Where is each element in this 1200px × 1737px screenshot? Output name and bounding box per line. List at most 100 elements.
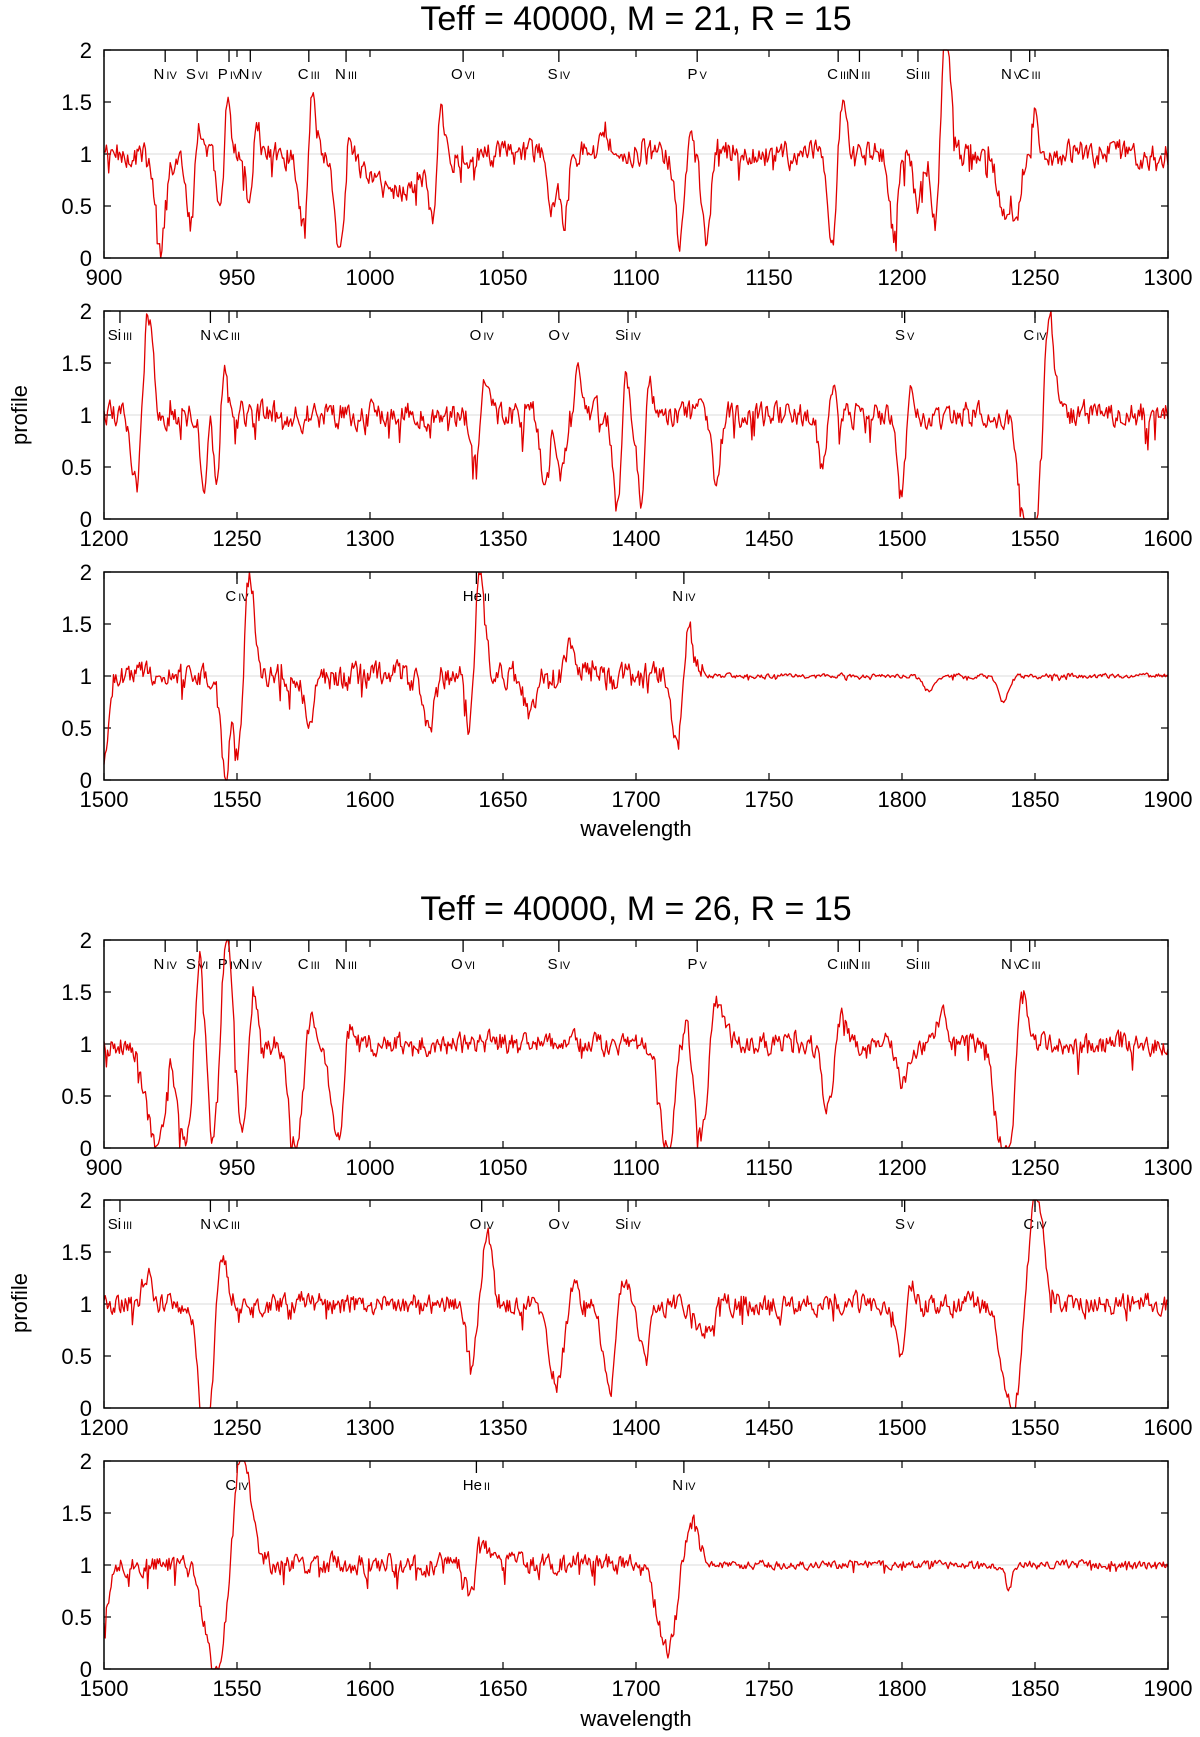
ion-element: Si xyxy=(906,956,919,973)
ion-stage: III xyxy=(861,960,870,972)
line-id-label: C III xyxy=(827,66,849,83)
x-tick-label: 1400 xyxy=(612,526,661,551)
line-id-label: O IV xyxy=(470,327,495,344)
line-id-label: N III xyxy=(335,956,357,973)
ion-stage: IV xyxy=(238,592,249,604)
ion-stage: VI xyxy=(198,70,208,82)
ion-element: N xyxy=(239,956,250,973)
x-tick-label: 1600 xyxy=(346,1676,395,1701)
y-tick-label: 1 xyxy=(80,403,92,428)
panel-frame xyxy=(103,571,1169,781)
ion-stage: IV xyxy=(560,70,571,82)
line-id-label: Si IV xyxy=(615,327,641,344)
y-tick-label: 1.5 xyxy=(61,612,92,637)
line-id-label: He II xyxy=(463,1477,490,1494)
ion-element: C xyxy=(1019,956,1030,973)
spectrum-line xyxy=(103,939,1169,1149)
x-tick-label: 1600 xyxy=(1144,526,1193,551)
y-axis-label: profile xyxy=(7,385,32,445)
x-tick-label: 1900 xyxy=(1144,1676,1193,1701)
x-tick-label: 1250 xyxy=(1011,265,1060,290)
ion-stage: V xyxy=(907,331,915,343)
ion-stage: III xyxy=(348,70,357,82)
ion-element: C xyxy=(218,1216,229,1233)
line-id-label: N IV xyxy=(239,66,263,83)
ion-element: P xyxy=(218,956,228,973)
line-id-label: N IV xyxy=(672,588,696,605)
panel-frame xyxy=(103,310,1169,520)
ion-element: He xyxy=(463,1477,482,1494)
ion-element: N xyxy=(200,1216,211,1233)
ion-element: C xyxy=(225,1477,236,1494)
y-tick-label: 1.5 xyxy=(61,90,92,115)
ion-element: C xyxy=(298,956,309,973)
y-axis-label: profile xyxy=(7,1273,32,1333)
x-tick-label: 1700 xyxy=(612,787,661,812)
line-id-label: S IV xyxy=(548,956,571,973)
ion-element: Si xyxy=(615,1216,628,1233)
y-tick-label: 0.5 xyxy=(61,1605,92,1630)
line-id-label: S IV xyxy=(548,66,571,83)
x-tick-label: 1250 xyxy=(213,526,262,551)
x-tick-label: 1300 xyxy=(1144,1155,1193,1180)
panel-1: 900 950 1000 1050 1100 1150 1200 1250 1300 0 0.5 1 1… xyxy=(61,38,1192,290)
x-tick-label: 1550 xyxy=(213,787,262,812)
x-tick-label: 1750 xyxy=(745,1676,794,1701)
y-tick-label: 0.5 xyxy=(61,455,92,480)
y-tick-label: 0.5 xyxy=(61,1344,92,1369)
ion-stage: IV xyxy=(483,1220,494,1232)
panel-frame xyxy=(103,1199,1169,1409)
ion-element: C xyxy=(225,588,236,605)
ion-stage: IV xyxy=(483,331,494,343)
ion-element: N xyxy=(848,66,859,83)
ion-stage: III xyxy=(311,960,320,972)
ion-element: S xyxy=(548,956,558,973)
ion-element: N xyxy=(1001,66,1012,83)
line-id-label: C III xyxy=(298,956,320,973)
x-tick-label: 1050 xyxy=(479,265,528,290)
ion-stage: V xyxy=(1014,70,1022,82)
panel-2: 1200 1250 1300 1350 1400 1450 1500 1550 1600 0 0.5… xyxy=(61,1188,1192,1440)
spectrum-line xyxy=(103,1460,1169,1670)
x-tick-label: 1300 xyxy=(346,526,395,551)
panel-3: 1500 1550 1600 1650 1700 1750 1800 1850 1900 0 0.5… xyxy=(61,560,1192,812)
y-tick-label: 0.5 xyxy=(61,194,92,219)
x-tick-label: 1250 xyxy=(213,1415,262,1440)
ion-stage: III xyxy=(921,960,930,972)
ion-stage: III xyxy=(311,70,320,82)
x-tick-label: 1200 xyxy=(80,526,129,551)
line-id-label: O IV xyxy=(470,1216,495,1233)
y-tick-label: 1.5 xyxy=(61,1240,92,1265)
line-id-label: Si III xyxy=(108,1216,133,1233)
x-tick-label: 1850 xyxy=(1011,787,1060,812)
line-id-label: Si III xyxy=(906,66,931,83)
y-tick-label: 1 xyxy=(80,1032,92,1057)
spectrum-line xyxy=(103,49,1169,259)
ion-element: O xyxy=(548,327,560,344)
y-tick-label: 0.5 xyxy=(61,1084,92,1109)
line-id-label: N IV xyxy=(154,66,178,83)
ion-stage: III xyxy=(123,1220,132,1232)
ion-stage: IV xyxy=(252,960,263,972)
line-id-label: C III xyxy=(1019,66,1041,83)
y-tick-label: 0 xyxy=(80,507,92,532)
ion-element: S xyxy=(895,1216,905,1233)
ion-stage: V xyxy=(700,960,708,972)
ion-stage: IV xyxy=(560,960,571,972)
ion-element: O xyxy=(548,1216,560,1233)
spectrum-line xyxy=(103,571,1169,781)
x-tick-label: 1500 xyxy=(878,526,927,551)
x-tick-label: 1600 xyxy=(1144,1415,1193,1440)
line-id-label: C III xyxy=(827,956,849,973)
line-id-label: Si III xyxy=(108,327,133,344)
ion-element: S xyxy=(186,66,196,83)
y-tick-label: 0.5 xyxy=(61,716,92,741)
x-tick-label: 1100 xyxy=(612,265,659,290)
ion-element: N xyxy=(335,956,346,973)
